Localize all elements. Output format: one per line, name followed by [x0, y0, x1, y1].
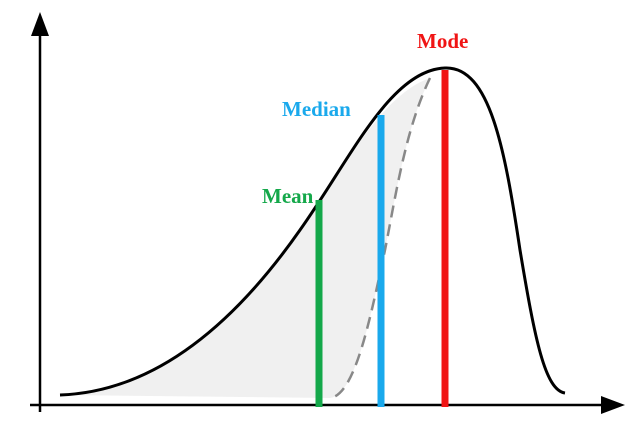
mode-label: Mode — [417, 29, 468, 53]
median-label: Median — [282, 97, 351, 121]
x-axis-arrow — [601, 396, 625, 414]
mean-label: Mean — [262, 184, 314, 208]
distribution-curve — [59, 66, 566, 397]
shaded-area — [60, 78, 430, 398]
y-axis-arrow — [31, 12, 49, 36]
dashed-curve — [329, 77, 432, 400]
